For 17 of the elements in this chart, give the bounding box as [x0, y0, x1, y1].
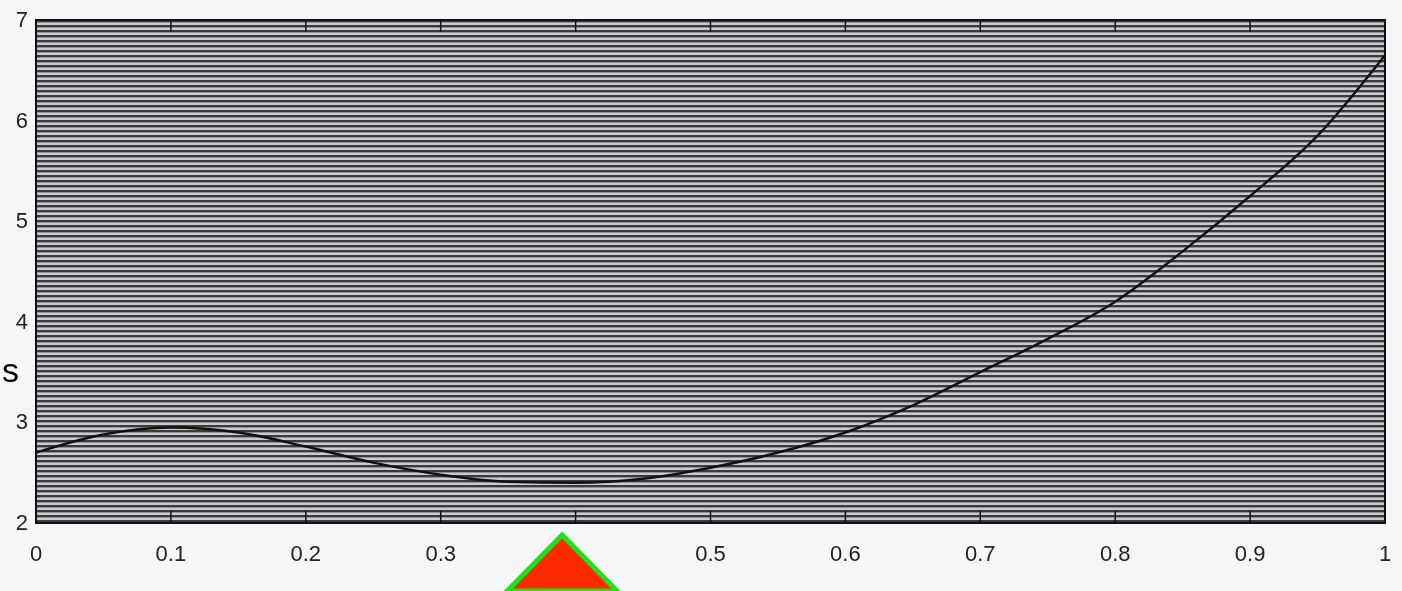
x-tick-label: 0.9 [1234, 541, 1266, 566]
y-tick-label: 5 [15, 208, 28, 234]
text: s [2, 351, 19, 389]
x-tick-label: 0 [29, 541, 43, 566]
x-tick-label: 0.1 [155, 541, 187, 566]
y-tick-label: 3 [15, 409, 28, 435]
x-tick-label: 0.5 [695, 541, 726, 566]
x-tick-label: 0.2 [290, 541, 322, 566]
y-tick-label: 7 [15, 7, 28, 32]
y-tick-label: 6 [15, 107, 28, 133]
y-tick-label: 4 [15, 308, 28, 334]
x-tick-label: 0.7 [965, 541, 996, 566]
x-tick-label: 0.3 [425, 541, 456, 566]
x-tick-label: 0.6 [830, 541, 861, 566]
x-tick-label: 0.8 [1099, 541, 1131, 566]
y-tick-label: 2 [15, 510, 28, 535]
x-tick-label: 1 [1378, 541, 1392, 566]
